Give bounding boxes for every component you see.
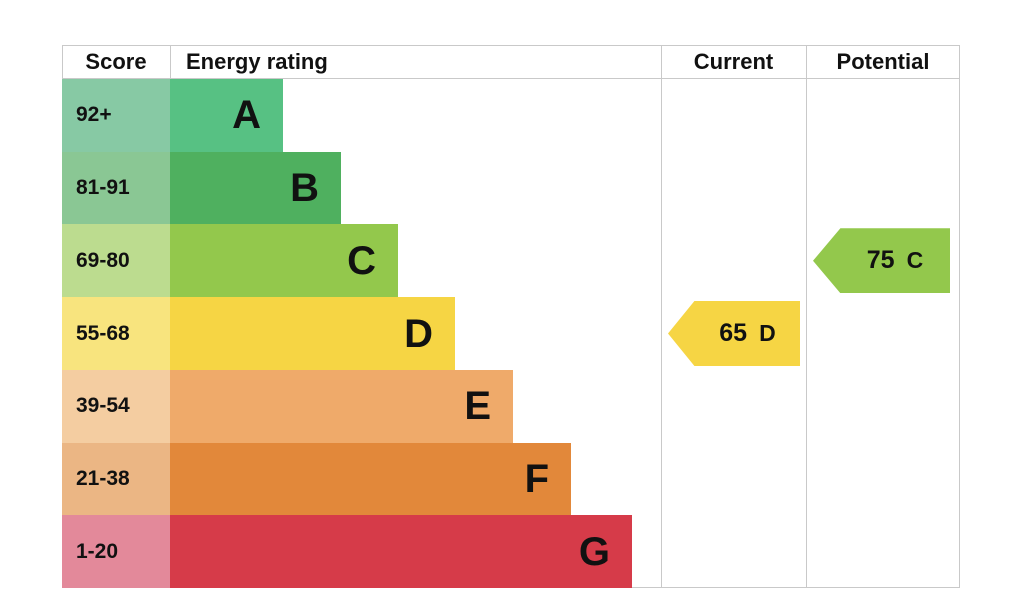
band-c-bar: C: [170, 224, 398, 298]
band-d-bar: D: [170, 297, 455, 370]
score-column-header: Score: [85, 49, 147, 74]
potential-column-header: Potential: [836, 49, 930, 74]
band-a-score: 92+: [62, 79, 170, 152]
band-row-e: 39-54 E: [62, 369, 960, 443]
potential-column-separator: [806, 45, 807, 588]
chart-right-line: [959, 45, 960, 588]
current-rating-arrow: 65 D: [668, 301, 800, 366]
band-b-score: 81-91: [62, 151, 170, 225]
band-f-bar: F: [170, 442, 571, 516]
current-column-separator: [661, 45, 662, 588]
band-g-score: 1-20: [62, 515, 170, 589]
band-a-bar: A: [170, 79, 283, 152]
header-bottom-line: [62, 78, 960, 79]
header-row: Score Energy rating Current Potential: [62, 45, 960, 79]
band-g-bar: G: [170, 515, 632, 589]
band-f-score: 21-38: [62, 442, 170, 516]
energy-rating-column-header: Energy rating: [186, 49, 328, 74]
header-top-line: [62, 45, 960, 46]
band-row-c: 69-80 C: [62, 224, 960, 298]
band-c-score: 69-80: [62, 224, 170, 298]
band-row-b: 81-91 B: [62, 151, 960, 225]
band-row-f: 21-38 F: [62, 442, 960, 516]
potential-rating-arrow: 75 C: [813, 228, 950, 294]
epc-table: Score Energy rating Current Potential 92…: [62, 45, 960, 589]
band-e-bar: E: [170, 369, 513, 443]
current-column-header: Current: [693, 49, 774, 74]
header-left-line: [62, 45, 63, 79]
current-rating-value: 65: [719, 319, 748, 347]
band-b-bar: B: [170, 151, 341, 225]
potential-rating-value: 75: [866, 246, 895, 275]
band-e-score: 39-54: [62, 369, 170, 443]
band-row-g: 1-20 G: [62, 515, 960, 589]
band-row-d: 55-68 D: [62, 297, 960, 370]
band-rows: 92+ A 81-91 B 69-80 C 55-68 D 39-54 E 21…: [62, 79, 960, 589]
band-row-a: 92+ A: [62, 79, 960, 152]
potential-rating-letter: C: [906, 247, 924, 274]
band-d-score: 55-68: [62, 297, 170, 370]
current-rating-letter: D: [759, 320, 776, 346]
score-column-separator: [170, 45, 171, 79]
